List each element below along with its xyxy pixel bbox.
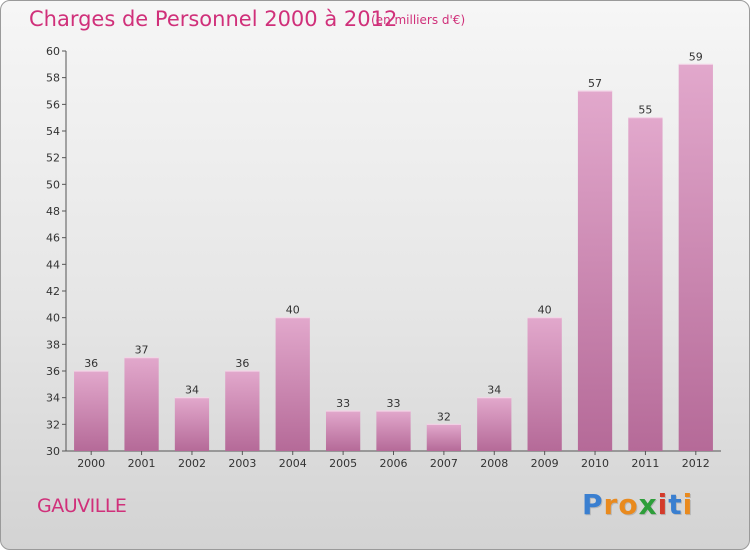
y-tick-label: 58: [46, 72, 60, 85]
value-label: 36: [84, 357, 98, 370]
chart-title: Charges de Personnel 2000 à 2012: [29, 7, 398, 31]
y-tick-label: 50: [46, 178, 60, 191]
x-tick-label: 2004: [279, 457, 307, 470]
value-label: 40: [538, 304, 552, 317]
y-tick-label: 56: [46, 98, 60, 111]
x-tick-label: 2002: [178, 457, 206, 470]
y-tick-label: 48: [46, 205, 60, 218]
bar-2001: [124, 357, 159, 451]
bar-2009: [527, 317, 562, 451]
value-label: 34: [487, 384, 501, 397]
y-tick-label: 46: [46, 232, 60, 245]
bar-2004: [275, 317, 310, 451]
bar-2006: [376, 411, 411, 451]
bar-2008: [477, 397, 512, 451]
x-tick-label: 2001: [128, 457, 156, 470]
logo-letter: t: [668, 488, 683, 521]
bar-2011: [628, 117, 663, 452]
value-label: 55: [638, 104, 652, 117]
y-tick-label: 34: [46, 392, 60, 405]
proxiti-logo: Proxiti: [582, 488, 693, 521]
bar-2012: [678, 64, 713, 452]
y-tick-label: 32: [46, 418, 60, 431]
y-tick-label: 40: [46, 312, 60, 325]
y-tick-label: 42: [46, 285, 60, 298]
x-tick-label: 2010: [581, 457, 609, 470]
y-tick-label: 38: [46, 338, 60, 351]
x-tick-label: 2006: [380, 457, 408, 470]
value-label: 59: [689, 50, 703, 63]
y-tick-label: 54: [46, 125, 60, 138]
x-tick-label: 2011: [631, 457, 659, 470]
x-tick-label: 2009: [531, 457, 559, 470]
value-label: 36: [235, 357, 249, 370]
value-label: 37: [135, 344, 149, 357]
logo-letter: x: [638, 488, 658, 521]
x-tick-label: 2007: [430, 457, 458, 470]
x-tick-label: 2005: [329, 457, 357, 470]
value-label: 40: [286, 304, 300, 317]
value-label: 32: [437, 410, 451, 423]
value-label: 57: [588, 77, 602, 90]
x-tick-label: 2012: [682, 457, 710, 470]
y-tick-label: 30: [46, 445, 60, 458]
bar-2010: [577, 91, 613, 451]
y-tick-label: 52: [46, 152, 60, 165]
chart-subtitle: (en milliers d'€): [371, 13, 466, 27]
bar-2000: [74, 371, 109, 451]
logo-letter: i: [657, 488, 669, 521]
bar-2002: [174, 397, 210, 451]
x-tick-label: 2008: [480, 457, 508, 470]
bar-2003: [225, 371, 260, 451]
value-label: 34: [185, 384, 199, 397]
y-tick-label: 36: [46, 365, 60, 378]
logo-letter: P: [582, 488, 604, 521]
bar-2005: [325, 411, 361, 451]
x-tick-label: 2000: [77, 457, 105, 470]
logo-letter: r: [603, 488, 619, 521]
place-name: GAUVILLE: [37, 495, 127, 517]
value-label: 33: [387, 397, 401, 410]
logo-letter: i: [682, 488, 694, 521]
value-label: 33: [336, 397, 350, 410]
x-tick-label: 2003: [228, 457, 256, 470]
y-tick-label: 44: [46, 258, 60, 271]
bar-2007: [426, 424, 462, 451]
logo-letter: o: [618, 488, 639, 521]
y-tick-label: 60: [46, 45, 60, 58]
